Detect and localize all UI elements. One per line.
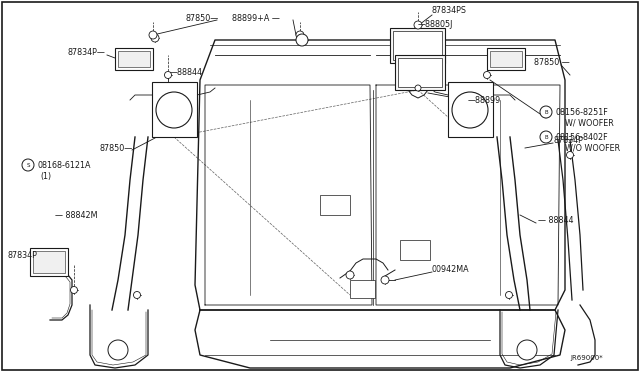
Bar	[115, 48, 153, 70]
Bar	[487, 48, 525, 70]
Text: 08156-8402F: 08156-8402F	[555, 132, 607, 141]
Text: 87850 —: 87850 —	[534, 58, 570, 67]
Circle shape	[452, 92, 488, 128]
Text: 87834P—: 87834P—	[68, 48, 106, 57]
Circle shape	[70, 286, 77, 294]
Circle shape	[566, 151, 573, 158]
Bar	[30, 248, 68, 276]
Circle shape	[506, 292, 513, 298]
Text: 87850—: 87850—	[100, 144, 133, 153]
Text: B: B	[544, 109, 548, 115]
Circle shape	[156, 92, 192, 128]
Text: W/ WOOFER: W/ WOOFER	[565, 119, 614, 128]
Circle shape	[415, 85, 421, 91]
Text: W/O WOOFER: W/O WOOFER	[565, 144, 620, 153]
Bar	[320, 195, 350, 215]
Circle shape	[540, 131, 552, 143]
Text: S: S	[26, 163, 29, 167]
Circle shape	[483, 71, 490, 78]
Circle shape	[540, 106, 552, 118]
Text: —88899: —88899	[468, 96, 501, 105]
Circle shape	[151, 34, 159, 42]
Bar	[390, 28, 445, 63]
Text: 87850—: 87850—	[185, 13, 218, 22]
Circle shape	[149, 31, 157, 39]
Text: — 88842M: — 88842M	[55, 211, 97, 219]
Text: (1): (1)	[40, 171, 51, 180]
Text: 00942MA: 00942MA	[432, 266, 470, 275]
Text: 87834P: 87834P	[8, 250, 38, 260]
Bar	[395, 55, 445, 90]
Bar	[398, 58, 442, 87]
Circle shape	[381, 276, 389, 284]
Circle shape	[164, 71, 172, 78]
Bar	[350, 280, 375, 298]
Circle shape	[134, 292, 141, 298]
Circle shape	[22, 159, 34, 171]
Bar	[490, 51, 522, 67]
Bar	[152, 82, 197, 137]
Text: —88805J: —88805J	[418, 19, 453, 29]
Circle shape	[517, 340, 537, 360]
Text: 08168-6121A: 08168-6121A	[37, 160, 90, 170]
Bar	[393, 31, 442, 60]
Bar	[400, 240, 430, 260]
Bar	[118, 51, 150, 67]
Circle shape	[108, 340, 128, 360]
Text: B: B	[544, 135, 548, 140]
Circle shape	[296, 31, 304, 39]
Text: 87834PS: 87834PS	[432, 6, 467, 15]
Text: 88899+A —: 88899+A —	[232, 13, 280, 22]
Text: — 88844: — 88844	[538, 215, 573, 224]
Circle shape	[346, 271, 354, 279]
Text: —88844: —88844	[170, 67, 203, 77]
Bar	[33, 251, 65, 273]
Circle shape	[414, 21, 422, 29]
Text: JR69000*: JR69000*	[570, 355, 603, 361]
Circle shape	[296, 34, 308, 46]
Text: 08156-8251F: 08156-8251F	[555, 108, 608, 116]
Bar	[448, 82, 493, 137]
Text: 87834P: 87834P	[553, 135, 583, 144]
